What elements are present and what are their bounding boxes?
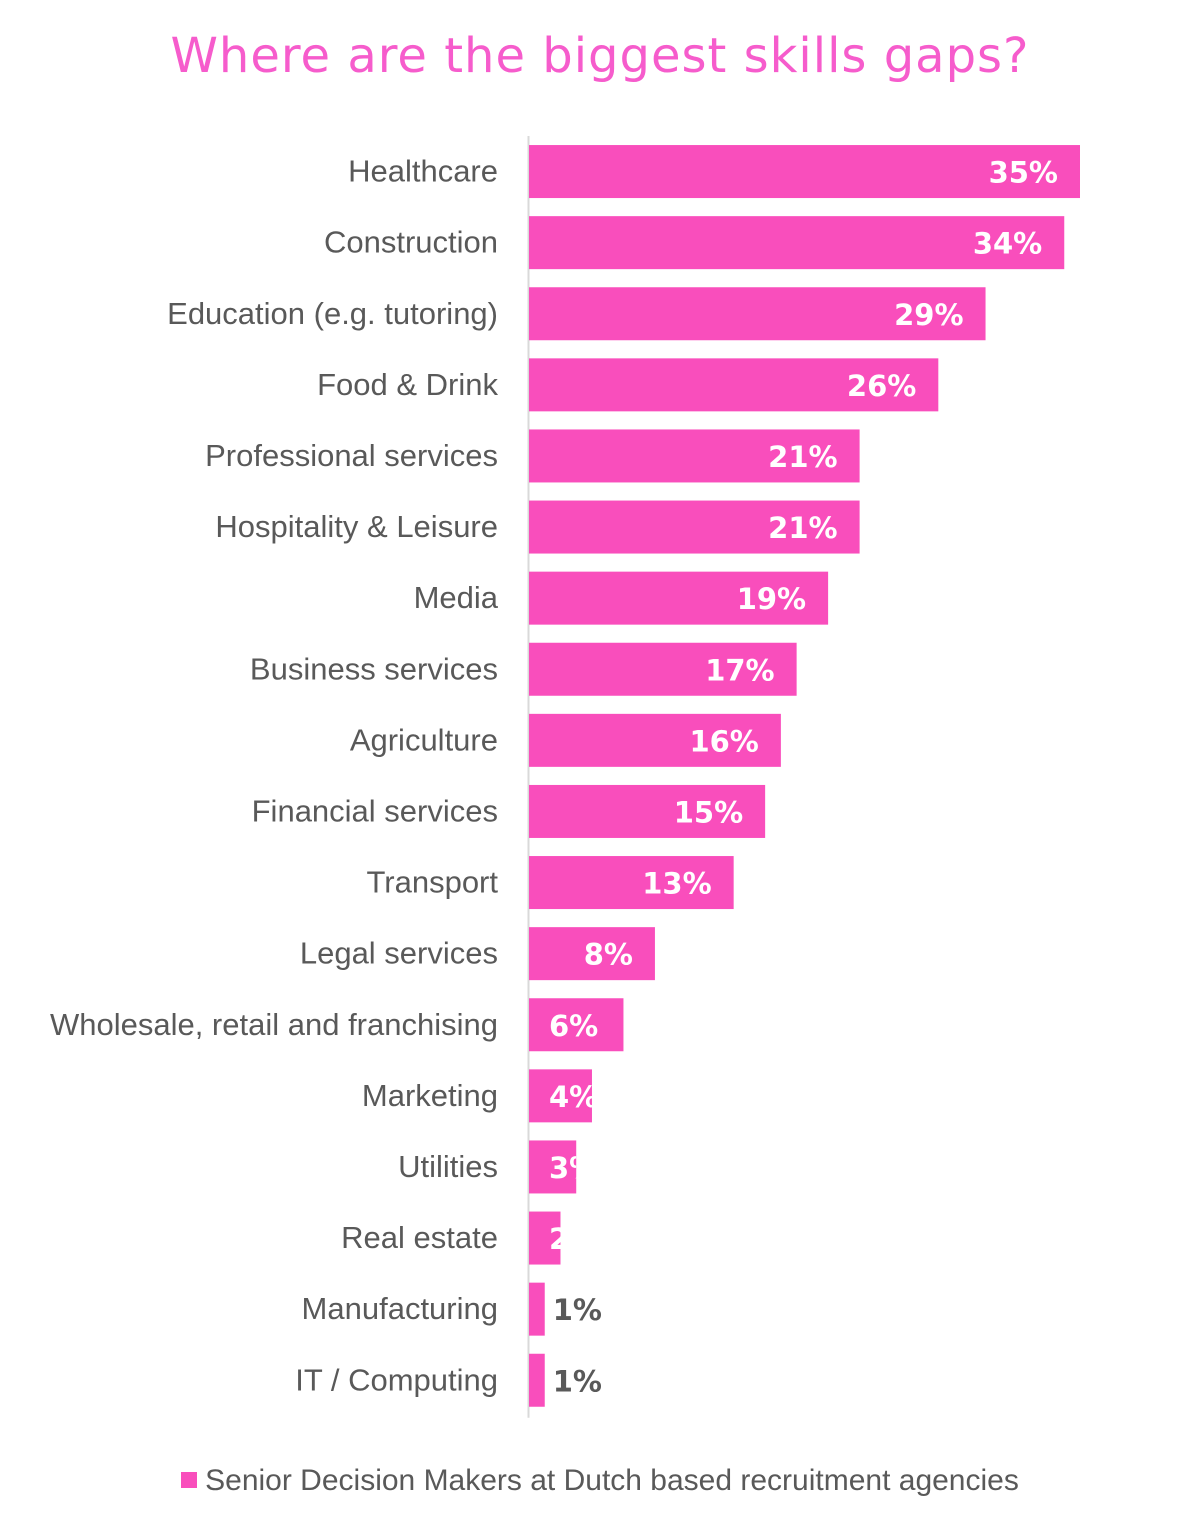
value-label-2: 29% [894, 298, 963, 332]
value-label-14: 3% [549, 1151, 598, 1185]
bar-14 [529, 1140, 577, 1194]
category-label-3: Food & Drink [317, 367, 498, 402]
category-label-6: Media [414, 580, 499, 615]
bar-1 [529, 216, 1065, 270]
value-label-15: 2% [549, 1222, 598, 1256]
bar-6 [529, 571, 829, 625]
category-label-0: Healthcare [348, 154, 498, 189]
bar-16 [529, 1282, 545, 1336]
value-label-7: 17% [705, 653, 774, 687]
bar-0 [529, 145, 1080, 199]
bar-12 [529, 998, 624, 1052]
bar-7 [529, 642, 797, 696]
bar-4 [529, 429, 860, 483]
bar-13 [529, 1069, 592, 1123]
bar-9 [529, 784, 766, 838]
value-label-17: 1% [553, 1364, 602, 1398]
bar-10 [529, 856, 734, 910]
category-label-8: Agriculture [350, 722, 498, 757]
value-label-11: 8% [584, 938, 633, 972]
value-label-3: 26% [847, 369, 916, 403]
value-label-5: 21% [768, 511, 837, 545]
category-label-5: Hospitality & Leisure [215, 509, 498, 544]
value-label-6: 19% [737, 582, 806, 616]
legend-swatch [181, 1472, 198, 1488]
category-label-11: Legal services [300, 936, 498, 971]
category-label-7: Business services [250, 651, 498, 686]
bar-11 [529, 927, 655, 981]
category-label-9: Financial services [252, 793, 498, 828]
value-label-13: 4% [549, 1080, 598, 1114]
value-label-10: 13% [642, 867, 711, 901]
category-label-10: Transport [366, 865, 498, 900]
value-label-8: 16% [689, 724, 758, 758]
category-label-16: Manufacturing [302, 1291, 498, 1326]
value-label-9: 15% [674, 795, 743, 829]
category-labels: Healthcare Construction Education (e.g. tu… [50, 154, 499, 1398]
value-label-16: 1% [553, 1293, 602, 1327]
bar-5 [529, 500, 860, 554]
bar-chart: Healthcare Construction Education (e.g. tu… [50, 136, 1080, 1418]
legend-label: Senior Decision Makers at Dutch based re… [205, 1464, 1019, 1497]
bar-15 [529, 1211, 561, 1265]
category-label-15: Real estate [341, 1220, 498, 1255]
category-label-17: IT / Computing [295, 1362, 498, 1397]
category-label-13: Marketing [362, 1078, 498, 1113]
chart-title: Where are the biggest skills gaps? [170, 28, 1030, 84]
value-label-0: 35% [989, 156, 1058, 190]
bars-group [529, 145, 1080, 1407]
value-labels: 35% 34% 29% 26% 21% 21% 19% 17% 16% 15% 13% 8% 6% 4% 3… [549, 156, 1058, 1399]
category-label-4: Professional services [205, 438, 498, 473]
value-label-12: 6% [549, 1009, 598, 1043]
category-label-14: Utilities [398, 1149, 498, 1184]
legend: Senior Decision Makers at Dutch based re… [0, 1464, 1200, 1498]
bar-17 [529, 1353, 545, 1407]
bar-8 [529, 713, 781, 767]
category-label-12: Wholesale, retail and franchising [50, 1007, 498, 1042]
category-label-2: Education (e.g. tutoring) [167, 296, 498, 331]
category-label-1: Construction [324, 225, 498, 260]
value-label-4: 21% [768, 440, 837, 474]
bar-2 [529, 287, 986, 341]
bar-3 [529, 358, 939, 412]
value-label-1: 34% [973, 227, 1042, 261]
